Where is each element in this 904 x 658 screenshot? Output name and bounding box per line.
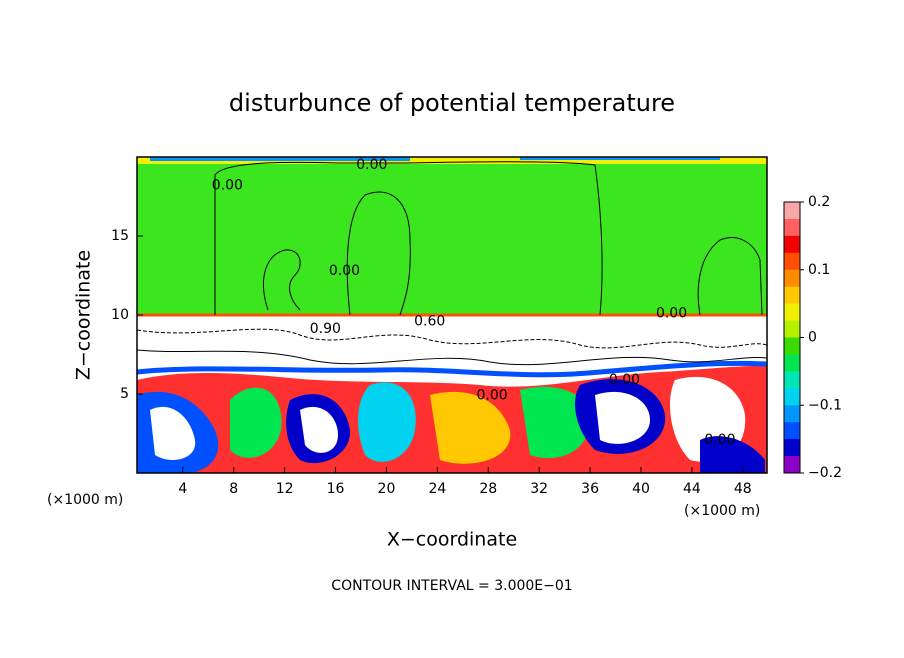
contour-label: 0.00 (329, 263, 360, 279)
contour-line (263, 249, 301, 311)
x-tick-label: 20 (378, 481, 396, 497)
top-strip (137, 157, 767, 164)
x-tick-label: 16 (327, 481, 345, 497)
neutral-patch (520, 386, 590, 459)
y-tick-label: 5 (120, 386, 129, 402)
footer: CONTOUR INTERVAL = 3.000E−01 (331, 578, 572, 594)
colorbar-swatch (784, 269, 800, 288)
upper-field (137, 157, 767, 315)
x-tick-label: 36 (581, 481, 599, 497)
colorbar-swatch (784, 405, 800, 423)
contour-label: 0.00 (656, 305, 687, 321)
x-tick-label: 12 (276, 481, 294, 497)
cool-patch (700, 436, 765, 473)
colorbar-tick-label: −0.1 (808, 397, 842, 413)
x-axis-label: X−coordinate (387, 529, 517, 551)
colorbar-swatch (784, 235, 800, 254)
x-tick-label: 40 (632, 481, 650, 497)
neutral-patch (230, 387, 282, 458)
contour-line (136, 328, 768, 349)
chart-title: disturbunce of potential temperature (229, 89, 675, 117)
contour-label: 0.00 (704, 432, 735, 448)
y-unit: (×1000 m) (47, 492, 123, 508)
colorbar-swatch (784, 252, 800, 271)
colorbar-swatch (784, 388, 800, 406)
colorbar-swatch (784, 337, 800, 355)
contour-label: 0.00 (609, 372, 640, 388)
colorbar-swatch (784, 371, 800, 389)
colorbar-swatch (784, 354, 800, 372)
colorbar-swatch (784, 218, 800, 237)
contour-line (214, 161, 603, 316)
colorbar-swatch (784, 202, 800, 220)
colorbar-swatch (784, 439, 800, 457)
contour-label: 0.00 (356, 157, 387, 173)
colorbar-swatch (784, 286, 800, 305)
white-patch (300, 406, 338, 453)
colorbar-tick-label: 0.1 (808, 262, 830, 278)
colorbar-tick-label: 0.2 (808, 194, 830, 210)
contour-label: 0.60 (414, 313, 445, 329)
contour-label: 0.90 (310, 321, 341, 337)
x-tick-label: 48 (734, 481, 752, 497)
band-edge (136, 360, 768, 378)
x-tick-label: 44 (683, 481, 701, 497)
white-patch (150, 406, 196, 460)
contour-line (346, 191, 411, 316)
colorbar-tick-label: −0.2 (808, 465, 842, 481)
colorbar-swatch (784, 303, 800, 322)
white-patch (595, 391, 650, 444)
x-tick-label: 4 (178, 481, 187, 497)
x-tick-label: 32 (530, 481, 548, 497)
contour-label: 0.00 (477, 388, 508, 404)
colorbar-swatch (784, 320, 800, 338)
x-unit: (×1000 m) (684, 503, 760, 519)
x-tick-label: 28 (479, 481, 497, 497)
y-tick-label: 10 (111, 307, 129, 323)
top-strip (520, 157, 720, 160)
y-tick-label: 15 (111, 228, 129, 244)
cool-patch (358, 382, 416, 462)
x-tick-label: 24 (428, 481, 446, 497)
contour-line (697, 237, 763, 316)
colorbar-tick-label: 0 (808, 330, 817, 346)
top-strip (150, 157, 410, 161)
warm-patch (430, 391, 511, 464)
contour-label: 0.00 (212, 177, 243, 193)
colorbar-swatch (784, 422, 800, 440)
field (136, 157, 768, 473)
colorbar-swatch (784, 456, 800, 474)
x-tick-label: 8 (229, 481, 238, 497)
contour-line (136, 349, 768, 366)
y-axis-label: Z−coordinate (73, 250, 95, 380)
